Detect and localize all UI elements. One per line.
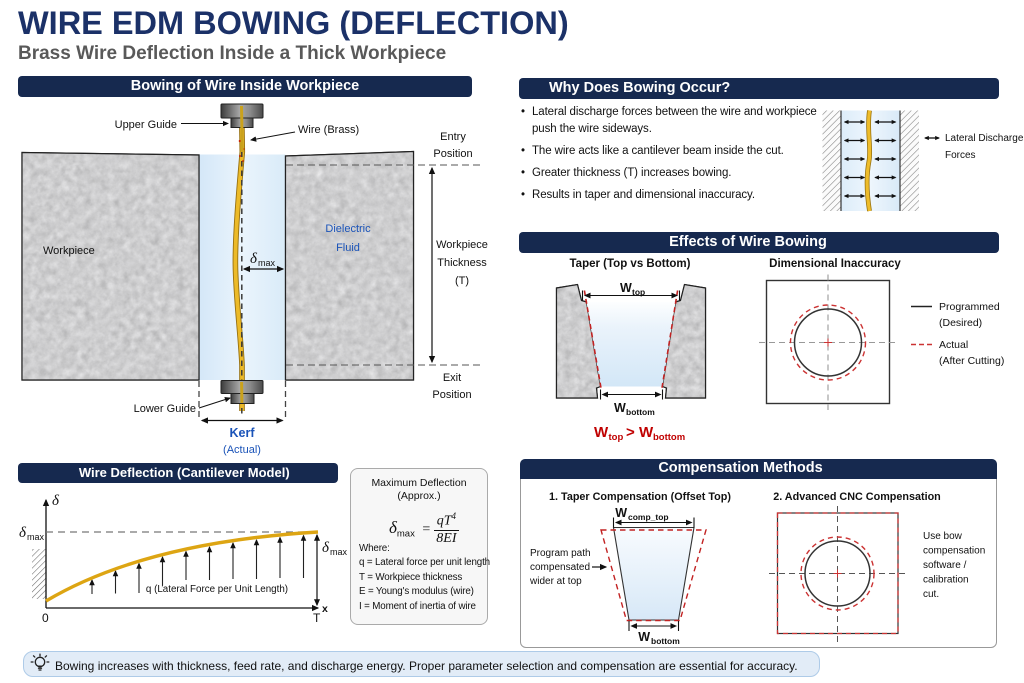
svg-text:max: max [330,547,348,557]
svg-text:W: W [594,424,609,441]
svg-text:W: W [614,401,626,415]
svg-text:Workpiece: Workpiece [436,239,488,251]
svg-text:comp_top: comp_top [628,512,669,522]
svg-text:δ: δ [52,493,60,509]
svg-text:Thickness: Thickness [437,257,487,269]
svg-text:Entry: Entry [440,131,466,143]
svg-text:wider at top: wider at top [529,576,582,587]
svg-text:bottom: bottom [626,407,655,417]
svg-text:Dielectric: Dielectric [325,223,371,235]
svg-text:Forces: Forces [945,150,976,161]
svg-text:W: W [639,424,654,441]
svg-text:x: x [322,603,328,615]
svg-text:bottom: bottom [653,432,685,443]
svg-text:Programmed: Programmed [939,301,1000,313]
svg-text:calibration: calibration [923,575,969,586]
svg-text:Dimensional Inaccuracy: Dimensional Inaccuracy [769,258,901,270]
svg-text:Exit: Exit [443,372,461,384]
svg-text:(Actual): (Actual) [223,444,261,456]
svg-text:software /: software / [923,560,967,571]
svg-text:0: 0 [42,611,49,625]
svg-text:(T): (T) [455,275,469,287]
svg-text:2. Advanced CNC Compensation: 2. Advanced CNC Compensation [773,491,941,503]
svg-text:Position: Position [432,389,471,401]
svg-text:Taper (Top vs Bottom): Taper (Top vs Bottom) [570,258,691,270]
svg-text:W: W [620,281,632,295]
svg-text:W: W [615,506,627,520]
svg-text:Workpiece: Workpiece [43,245,95,257]
svg-text:>: > [626,424,635,441]
svg-text:q (Lateral Force per Unit Leng: q (Lateral Force per Unit Length) [146,584,288,595]
svg-text:bottom: bottom [651,636,680,646]
svg-text:compensation: compensation [923,546,985,557]
svg-text:W: W [638,630,650,644]
svg-text:(Desired): (Desired) [939,317,982,329]
svg-text:Use bow: Use bow [923,531,963,542]
svg-text:Fluid: Fluid [336,242,360,254]
svg-text:top: top [632,287,645,297]
svg-text:Wire (Brass): Wire (Brass) [298,124,359,136]
svg-text:Lower Guide: Lower Guide [134,403,196,415]
svg-text:max: max [27,532,45,542]
svg-text:1. Taper Compensation (Offset: 1. Taper Compensation (Offset Top) [549,491,731,503]
svg-text:Actual: Actual [939,339,968,351]
svg-text:Lateral Discharge: Lateral Discharge [945,133,1024,144]
svg-text:Program path: Program path [530,548,591,559]
svg-text:Upper Guide: Upper Guide [115,119,177,131]
svg-text:δ: δ [250,251,258,267]
svg-text:(After Cutting): (After Cutting) [939,355,1004,367]
svg-text:top: top [609,432,624,443]
svg-text:Position: Position [433,148,472,160]
svg-text:cut.: cut. [923,589,939,600]
svg-text:max: max [258,258,276,268]
svg-text:δ: δ [322,540,330,556]
svg-text:T: T [313,611,321,625]
svg-text:Kerf: Kerf [229,426,255,440]
svg-text:compensated: compensated [530,562,590,573]
svg-text:δ: δ [19,525,27,541]
